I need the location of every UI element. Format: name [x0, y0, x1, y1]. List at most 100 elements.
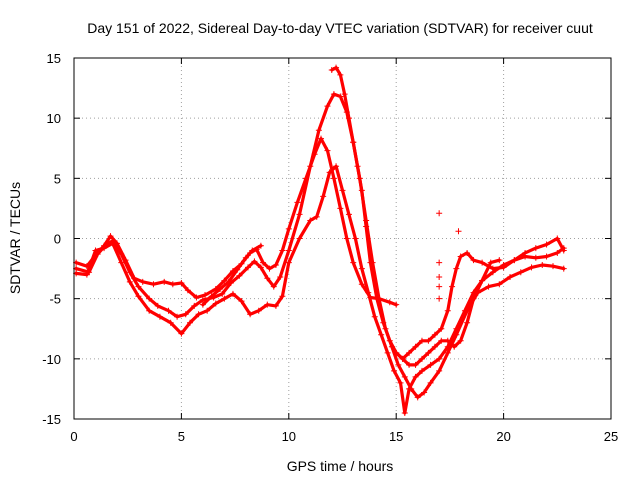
data-point	[285, 225, 292, 232]
data-point	[118, 259, 125, 266]
data-point	[560, 247, 567, 254]
data-point	[395, 361, 402, 368]
data-point	[380, 319, 387, 326]
data-point	[345, 211, 352, 218]
data-point	[386, 299, 393, 306]
y-tick-label: -15	[42, 412, 61, 427]
data-point	[421, 389, 428, 396]
data-point	[436, 367, 443, 374]
data-point	[242, 254, 249, 261]
series-track-6	[199, 242, 264, 308]
data-point	[260, 259, 267, 266]
data-series	[73, 64, 567, 416]
series-track-5	[393, 235, 567, 362]
data-point	[202, 292, 209, 299]
data-point	[294, 199, 301, 206]
data-point	[182, 311, 189, 318]
data-point	[401, 373, 408, 380]
data-point	[444, 349, 451, 356]
data-point	[208, 293, 215, 300]
data-point	[470, 257, 477, 264]
y-tick-label: 0	[54, 232, 61, 247]
data-point	[414, 394, 421, 401]
data-point	[178, 330, 185, 337]
data-point	[444, 343, 451, 350]
data-point	[457, 253, 464, 260]
x-tick-label: 10	[282, 429, 296, 444]
data-point	[444, 337, 451, 344]
data-point	[438, 337, 445, 344]
data-point	[195, 311, 202, 318]
data-point	[285, 247, 292, 254]
data-point	[244, 264, 251, 271]
data-point	[354, 163, 361, 170]
data-point	[217, 286, 224, 293]
data-point	[109, 240, 116, 247]
data-point	[343, 235, 350, 242]
y-tick-label: 15	[47, 51, 61, 66]
data-point	[161, 278, 168, 285]
data-point	[199, 301, 206, 308]
data-point	[550, 263, 557, 270]
data-point	[554, 249, 561, 256]
data-point	[391, 367, 398, 374]
data-point	[496, 281, 503, 288]
data-point	[251, 258, 258, 265]
data-point	[444, 307, 451, 314]
data-point	[126, 269, 133, 276]
data-point	[307, 163, 314, 170]
data-point	[427, 361, 434, 368]
data-point	[249, 247, 256, 254]
data-point	[507, 274, 514, 281]
data-point	[337, 93, 344, 100]
data-point	[393, 301, 400, 308]
data-point	[500, 264, 507, 271]
data-point	[318, 135, 325, 142]
data-point	[330, 175, 337, 182]
data-point	[257, 264, 264, 271]
x-tick-label: 20	[496, 429, 510, 444]
plot-frame	[73, 57, 612, 420]
data-point	[169, 281, 176, 288]
outlier-point	[436, 259, 443, 266]
y-tick-label: -5	[49, 292, 61, 307]
data-point	[487, 259, 494, 266]
outlier-point	[436, 295, 443, 302]
data-point	[296, 235, 303, 242]
data-point	[191, 302, 198, 309]
data-point	[406, 349, 413, 356]
data-point	[393, 349, 400, 356]
data-point	[184, 287, 191, 294]
series-track-4	[328, 64, 503, 368]
data-point	[146, 307, 153, 314]
data-point	[345, 115, 352, 122]
data-point	[532, 254, 539, 261]
data-point	[425, 337, 432, 344]
y-tick-label: 10	[47, 111, 61, 126]
data-point	[511, 257, 518, 264]
data-point	[219, 290, 226, 297]
x-tick-label: 0	[70, 429, 77, 444]
data-point	[532, 245, 539, 252]
data-point	[341, 91, 348, 98]
data-point	[328, 67, 335, 74]
data-point	[386, 337, 393, 344]
data-point	[247, 311, 254, 318]
series-line	[201, 244, 263, 307]
data-point	[225, 278, 232, 285]
x-tick-label: 15	[389, 429, 403, 444]
data-point	[324, 147, 331, 154]
data-point	[406, 361, 413, 368]
y-tick-label: 5	[54, 171, 61, 186]
data-point	[234, 266, 241, 273]
data-point	[178, 280, 185, 287]
outlier-point	[436, 210, 443, 217]
data-point	[406, 385, 413, 392]
data-point	[397, 379, 404, 386]
data-point	[193, 294, 200, 301]
data-point	[279, 293, 286, 300]
data-point	[363, 223, 370, 230]
data-point	[485, 283, 492, 290]
data-point	[350, 259, 357, 266]
